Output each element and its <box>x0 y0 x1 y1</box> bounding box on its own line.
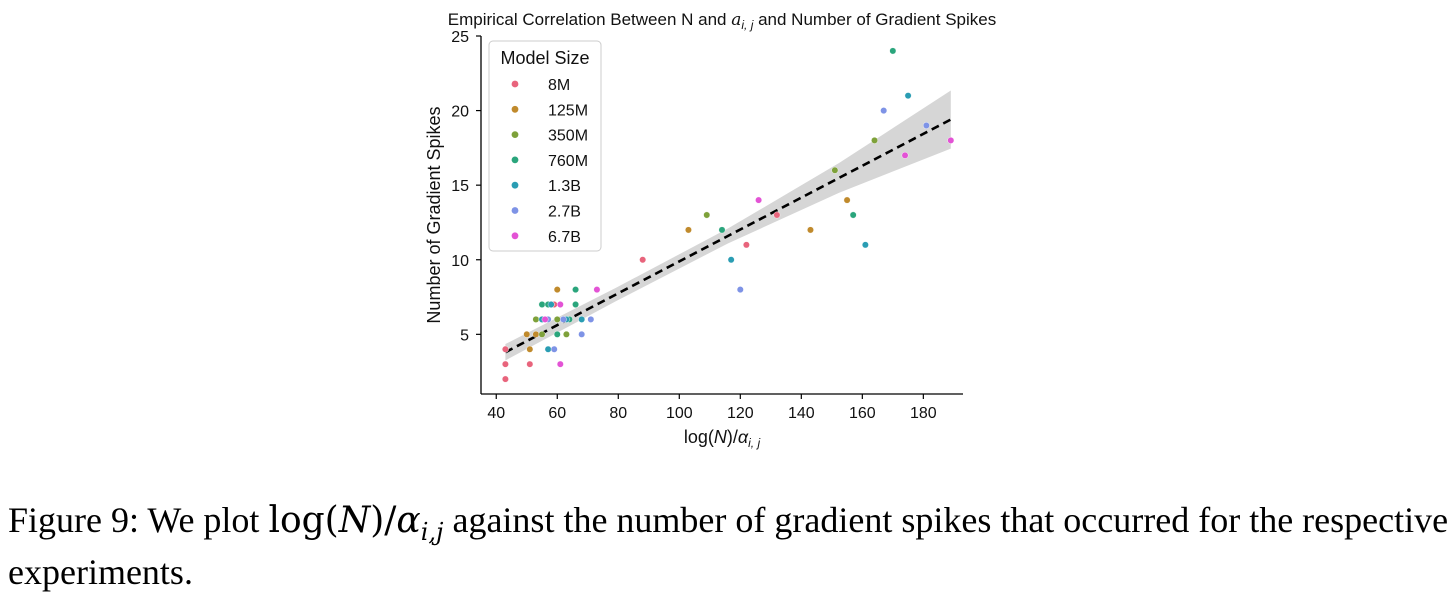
legend-label-6-7b: 6.7B <box>548 229 581 246</box>
data-point-350m <box>831 166 839 174</box>
data-point-125m <box>553 286 561 293</box>
data-point-760m <box>553 330 561 338</box>
y-tick-label: 25 <box>451 29 469 46</box>
data-point-6-7b <box>556 301 564 308</box>
data-point-2-7b <box>578 330 586 338</box>
x-tick-label: 120 <box>727 405 754 422</box>
data-point-125m <box>523 330 531 338</box>
data-point-350m <box>563 330 570 338</box>
confidence-band <box>505 90 951 361</box>
data-point-125m <box>843 196 851 204</box>
data-point-8m <box>526 360 534 368</box>
data-point-8m <box>502 345 509 353</box>
legend-title: Model Size <box>500 48 589 68</box>
data-point-1-3b <box>547 301 555 308</box>
legend-label-350m: 350M <box>548 128 588 145</box>
x-tick-label: 100 <box>666 405 693 422</box>
data-point-125m <box>807 226 814 234</box>
y-axis-label: Number of Gradient Spikes <box>424 106 444 323</box>
data-point-125m <box>685 226 692 234</box>
legend-marker-125m <box>511 105 519 113</box>
data-point-8m <box>639 256 647 264</box>
data-point-1-3b <box>544 345 552 353</box>
data-point-8m <box>743 241 750 249</box>
data-point-6-7b <box>947 137 955 144</box>
x-tick-label: 140 <box>788 405 815 422</box>
scatter-chart: Empirical Correlation Between N and ai, … <box>424 10 996 450</box>
data-point-2-7b <box>922 122 930 129</box>
y-tick-label: 5 <box>460 327 469 344</box>
axes-layer: 40 60 80 100 120 140 160 180 5 10 15 20 25 <box>451 29 963 422</box>
data-point-1-3b <box>578 316 586 323</box>
data-point-1-3b <box>727 256 735 264</box>
data-point-6-7b <box>541 316 549 323</box>
legend-marker-760m <box>511 156 519 164</box>
x-tick-label: 80 <box>609 405 627 422</box>
legend-marker-1-3b <box>511 181 519 189</box>
regression-line-layer <box>504 118 952 354</box>
data-point-2-7b <box>736 286 744 293</box>
data-point-2-7b <box>550 345 558 353</box>
x-axis-label: log(N)/αi, j <box>684 427 761 450</box>
legend-label-125m: 125M <box>548 102 588 119</box>
legend-label-8m: 8M <box>548 77 570 94</box>
x-tick-label: 160 <box>849 405 876 422</box>
x-tick-label: 180 <box>910 405 937 422</box>
legend: Model Size 8M 125M 350M 760M 1.3B 2.7B 6.7B <box>488 40 602 252</box>
legend-label-1-3b: 1.3B <box>548 178 581 195</box>
data-point-8m <box>502 360 509 368</box>
data-point-2-7b <box>587 316 595 323</box>
data-point-125m <box>526 345 534 353</box>
caption-text-before: We plot <box>147 500 269 540</box>
legend-marker-350m <box>511 131 519 139</box>
data-point-350m <box>553 316 561 323</box>
data-point-2-7b <box>559 316 567 323</box>
legend-marker-6-7b <box>511 232 519 240</box>
data-point-760m <box>572 301 579 308</box>
data-point-350m <box>538 330 546 338</box>
data-point-1-3b <box>904 92 912 100</box>
data-points-layer <box>502 47 955 383</box>
data-point-760m <box>849 211 857 219</box>
y-tick-label: 10 <box>451 253 469 270</box>
y-tick-label: 20 <box>451 104 469 121</box>
data-point-6-7b <box>755 196 763 204</box>
caption-label: Figure 9: <box>8 500 139 540</box>
data-point-6-7b <box>901 151 909 159</box>
caption-text-after: against the number of gradient spikes th… <box>8 500 1449 592</box>
data-point-350m <box>871 137 878 144</box>
confidence-band-layer <box>505 90 951 361</box>
regression-line <box>504 118 952 354</box>
y-tick-label: 15 <box>451 178 469 195</box>
legend-box <box>488 40 602 252</box>
data-point-350m <box>532 316 540 323</box>
data-point-760m <box>889 47 897 55</box>
x-tick-label: 60 <box>548 405 566 422</box>
figure-caption: Figure 9: We plot log(N)/αi,j against th… <box>8 500 1453 592</box>
data-point-1-3b <box>861 241 869 249</box>
legend-label-2-7b: 2.7B <box>548 204 581 221</box>
data-point-2-7b <box>880 107 888 114</box>
data-point-8m <box>773 211 781 219</box>
legend-label-760m: 760M <box>548 153 588 170</box>
legend-marker-8m <box>511 80 519 88</box>
data-point-760m <box>572 286 579 293</box>
data-point-8m <box>502 375 509 383</box>
data-point-760m <box>718 226 726 234</box>
data-point-6-7b <box>556 360 564 368</box>
chart-title: Empirical Correlation Between N and ai, … <box>448 10 996 32</box>
x-tick-label: 40 <box>487 405 505 422</box>
data-point-125m <box>532 330 540 338</box>
data-point-760m <box>538 301 546 308</box>
legend-marker-2-7b <box>511 207 519 214</box>
data-point-6-7b <box>593 286 601 293</box>
data-point-350m <box>703 211 711 219</box>
caption-math: log(N)/αi,j <box>268 500 444 547</box>
